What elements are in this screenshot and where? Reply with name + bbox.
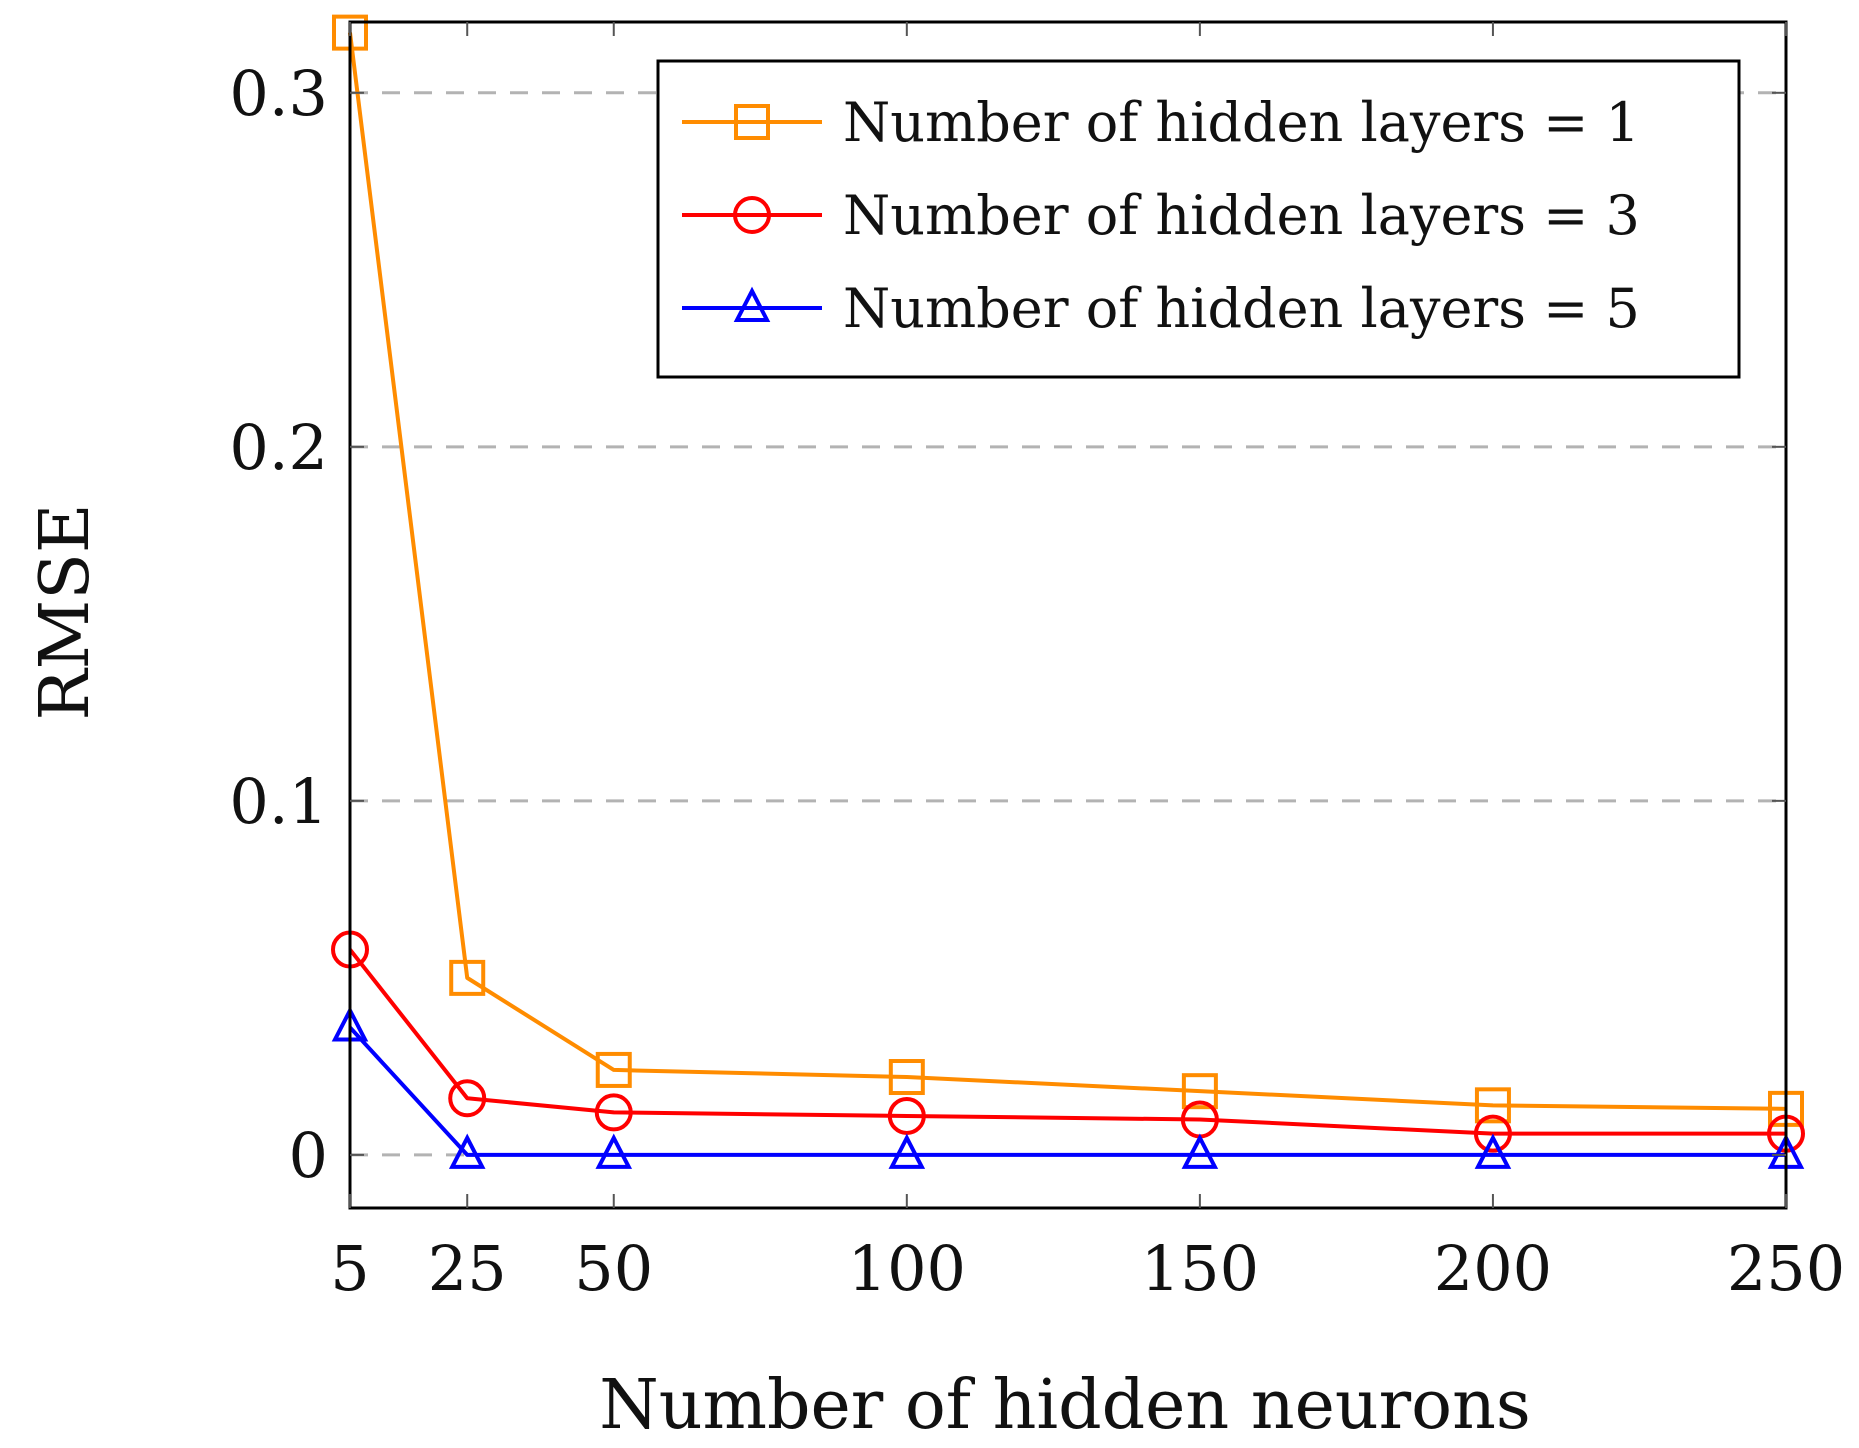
legend-entry: Number of hidden layers = 5	[682, 277, 1640, 340]
data-point-marker	[1181, 1133, 1219, 1169]
legend-entry: Number of hidden layers = 3	[682, 184, 1640, 247]
series-line	[348, 1026, 1786, 1157]
data-point-marker	[887, 1096, 926, 1135]
data-point-marker	[448, 1079, 487, 1118]
legend-box	[656, 59, 1741, 379]
data-point-marker	[1474, 1087, 1511, 1124]
data-point-marker	[595, 1133, 633, 1169]
legend-entry: Number of hidden layers = 1	[682, 91, 1640, 154]
y-tick-label: 0.1	[229, 765, 328, 838]
y-axis-title: RMSE	[26, 503, 105, 720]
plot-frame	[348, 20, 1788, 1210]
legend-marker	[733, 196, 771, 234]
series-line	[348, 32, 1787, 1111]
tick-labels: 0 0.1 0.2 0.3 5 25 50 100 150 200 250	[229, 22, 1845, 1305]
data-point-marker	[448, 1133, 486, 1169]
data-point-marker	[1473, 1114, 1512, 1153]
data-point-marker	[595, 1051, 632, 1088]
x-tick-label: 5	[330, 1232, 369, 1305]
x-axis-title: Number of hidden neurons	[599, 1366, 1531, 1445]
legend-marker	[734, 104, 770, 140]
legend-label: Number of hidden layers = 1	[843, 91, 1640, 154]
data-point-marker	[888, 1059, 925, 1096]
x-tick-label: 250	[1727, 1232, 1845, 1305]
data-point-marker	[1181, 1073, 1218, 1110]
legend: Number of hidden layers = 1 Number of hid…	[656, 59, 1741, 379]
series-3	[331, 1006, 1805, 1169]
y-tick-label: 0	[289, 1119, 328, 1192]
x-tick-label: 100	[848, 1232, 966, 1305]
series-1	[332, 14, 1804, 1127]
data-point-marker	[594, 1093, 633, 1132]
legend-label: Number of hidden layers = 5	[843, 277, 1640, 340]
y-tick-label: 0.3	[229, 57, 328, 130]
series-lines	[331, 14, 1805, 1169]
legend-label: Number of hidden layers = 3	[843, 184, 1640, 247]
x-tick-label: 150	[1141, 1232, 1259, 1305]
y-tick-label: 0.2	[229, 411, 328, 484]
data-point-marker	[449, 959, 486, 996]
x-tick-label: 200	[1434, 1232, 1552, 1305]
legend-marker	[733, 286, 771, 322]
x-tick-label: 25	[428, 1232, 507, 1305]
data-point-marker	[888, 1133, 926, 1169]
data-point-marker	[1474, 1133, 1512, 1169]
x-tick-label: 50	[574, 1232, 653, 1305]
